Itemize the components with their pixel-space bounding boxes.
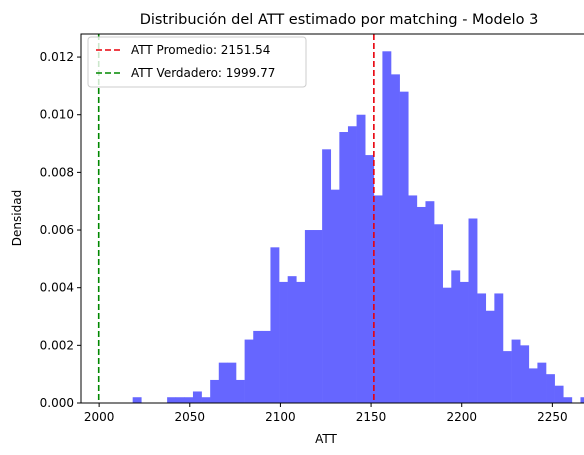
histogram-bar bbox=[399, 91, 409, 403]
histogram-bar bbox=[210, 379, 220, 403]
legend: ATT Promedio: 2151.54 ATT Verdadero: 199… bbox=[87, 36, 307, 88]
y-tick-label: 0.012 bbox=[40, 50, 74, 64]
histogram-bar bbox=[227, 362, 237, 403]
histogram-bar bbox=[546, 374, 555, 403]
x-axis-label: ATT bbox=[315, 432, 337, 446]
histogram-bars bbox=[132, 51, 584, 404]
histogram-bar bbox=[192, 391, 202, 403]
x-tick-label: 2050 bbox=[175, 410, 206, 424]
histogram-bar bbox=[511, 339, 521, 403]
histogram-bar bbox=[304, 230, 314, 403]
plot-frame bbox=[80, 33, 584, 404]
histogram-bar bbox=[451, 270, 461, 403]
histogram-bar bbox=[502, 351, 512, 403]
histogram-bar bbox=[167, 397, 177, 403]
x-tick-label: 2150 bbox=[356, 410, 387, 424]
histogram-bar bbox=[296, 281, 306, 403]
y-axis-label: Densidad bbox=[10, 190, 24, 246]
x-tick-label: 2250 bbox=[537, 410, 568, 424]
histogram-bar bbox=[485, 310, 495, 403]
legend-box bbox=[87, 36, 307, 88]
histogram-bar bbox=[416, 206, 426, 403]
histogram-bar bbox=[201, 397, 211, 403]
histogram-bar bbox=[322, 149, 332, 403]
histogram-bar bbox=[261, 330, 271, 403]
histogram-bar bbox=[279, 281, 288, 403]
histogram-bar bbox=[554, 385, 564, 403]
y-axis-ticks: 0.000 0.002 0.004 0.006 0.008 0.010 0.012 bbox=[40, 50, 81, 410]
y-tick-label: 0.002 bbox=[40, 338, 74, 352]
histogram-bar bbox=[132, 397, 142, 403]
y-tick-label: 0.006 bbox=[40, 223, 74, 237]
x-tick-label: 2000 bbox=[84, 410, 115, 424]
histogram-bar bbox=[365, 155, 375, 403]
histogram-bar bbox=[184, 397, 194, 403]
histogram-bar bbox=[580, 397, 584, 403]
histogram-bar bbox=[442, 287, 452, 403]
histogram-bar bbox=[356, 114, 366, 403]
histogram-bar bbox=[459, 281, 469, 403]
y-tick-label: 0.000 bbox=[40, 396, 74, 410]
histogram-bar bbox=[347, 126, 357, 403]
histogram-bar bbox=[270, 247, 280, 403]
x-tick-label: 2200 bbox=[446, 410, 477, 424]
histogram-bar bbox=[408, 195, 418, 403]
histogram-bar bbox=[218, 362, 228, 403]
histogram-bar bbox=[382, 51, 392, 404]
histogram-bar bbox=[477, 293, 487, 403]
chart-title: Distribución del ATT estimado por matchi… bbox=[140, 12, 539, 28]
histogram-bar bbox=[373, 195, 383, 403]
histogram-bar bbox=[494, 293, 504, 403]
histogram-bar bbox=[468, 218, 478, 403]
histogram-bar bbox=[313, 230, 323, 403]
reference-lines bbox=[97, 34, 375, 403]
legend-label-promedio: ATT Promedio: 2151.54 bbox=[131, 43, 270, 57]
y-tick-label: 0.010 bbox=[40, 108, 74, 122]
histogram-bar bbox=[175, 397, 185, 403]
histogram-bar bbox=[236, 379, 245, 403]
histogram-bar bbox=[391, 74, 400, 404]
histogram-bar bbox=[330, 189, 340, 403]
x-axis-ticks: 2000 2050 2100 2150 2200 2250 bbox=[84, 403, 568, 424]
histogram-bar bbox=[244, 339, 254, 403]
histogram-bar bbox=[537, 362, 547, 403]
histogram-bar bbox=[287, 276, 297, 403]
histogram-bar bbox=[425, 201, 435, 403]
x-tick-label: 2100 bbox=[265, 410, 296, 424]
histogram-bar bbox=[339, 132, 349, 403]
histogram-bar bbox=[528, 368, 538, 403]
histogram-bar bbox=[253, 330, 263, 403]
histogram-bar bbox=[520, 345, 530, 403]
legend-label-verdadero: ATT Verdadero: 1999.77 bbox=[131, 66, 275, 80]
histogram-bar bbox=[434, 224, 443, 403]
y-tick-label: 0.004 bbox=[40, 281, 74, 295]
histogram-bar bbox=[563, 397, 573, 403]
y-tick-label: 0.008 bbox=[40, 165, 74, 179]
